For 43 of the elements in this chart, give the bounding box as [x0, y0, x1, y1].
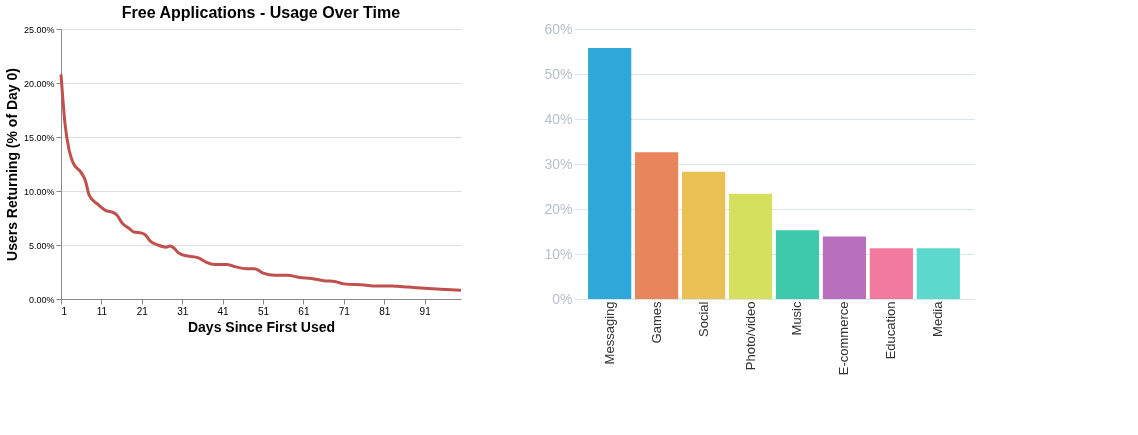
x-tick-label: Photo/video	[742, 301, 758, 371]
y-tick-label: 25.00%	[23, 24, 55, 35]
y-tick-label: 0.00%	[28, 294, 55, 305]
y-tick-label: 20.00%	[23, 78, 55, 89]
chart-title: Free Applications - Usage Over Time	[121, 4, 401, 21]
y-tick-label: 10.00%	[23, 186, 55, 197]
bar	[822, 236, 867, 299]
y-tick-label: 50%	[544, 65, 573, 82]
x-tick-label: 91	[419, 305, 432, 317]
y-tick-label: 40%	[544, 110, 573, 127]
y-tick-label: 60%	[544, 20, 573, 37]
bar	[728, 193, 773, 299]
y-tick-label: 20%	[544, 200, 573, 217]
x-tick-label: 61	[298, 305, 310, 317]
x-tick-label: 51	[257, 305, 270, 317]
x-tick-label: Social	[695, 301, 711, 337]
bar	[588, 47, 632, 299]
x-tick-label: 71	[338, 305, 351, 317]
x-tick-label: 11	[96, 305, 108, 317]
y-tick-label: 0%	[552, 290, 573, 307]
x-tick-label: Media	[930, 300, 946, 337]
x-tick-label: 41	[217, 305, 230, 317]
y-tick-label: 10%	[544, 245, 573, 262]
bar	[916, 248, 960, 299]
x-tick-label: 31	[177, 305, 189, 317]
x-tick-label: 81	[379, 305, 391, 317]
x-tick-label: 21	[136, 305, 149, 317]
x-axis-title: Days Since First Used	[187, 318, 336, 335]
x-tick-label: E-commerce	[836, 301, 852, 376]
line-series	[59, 72, 463, 292]
y-tick-label: 15.00%	[23, 132, 55, 143]
y-tick-label: 30%	[544, 155, 573, 172]
x-tick-label: Messaging	[601, 301, 617, 365]
bar	[869, 248, 913, 299]
x-tick-label: 1	[61, 305, 68, 317]
x-tick-label: Games	[648, 301, 664, 344]
y-axis-title: Users Returning (% of Day 0)	[3, 68, 20, 261]
bar	[681, 171, 726, 299]
bar	[635, 152, 679, 299]
x-tick-label: Music	[789, 301, 805, 336]
y-tick-label: 5.00%	[28, 240, 55, 251]
x-tick-label: Education	[883, 301, 899, 360]
bar	[775, 230, 820, 299]
